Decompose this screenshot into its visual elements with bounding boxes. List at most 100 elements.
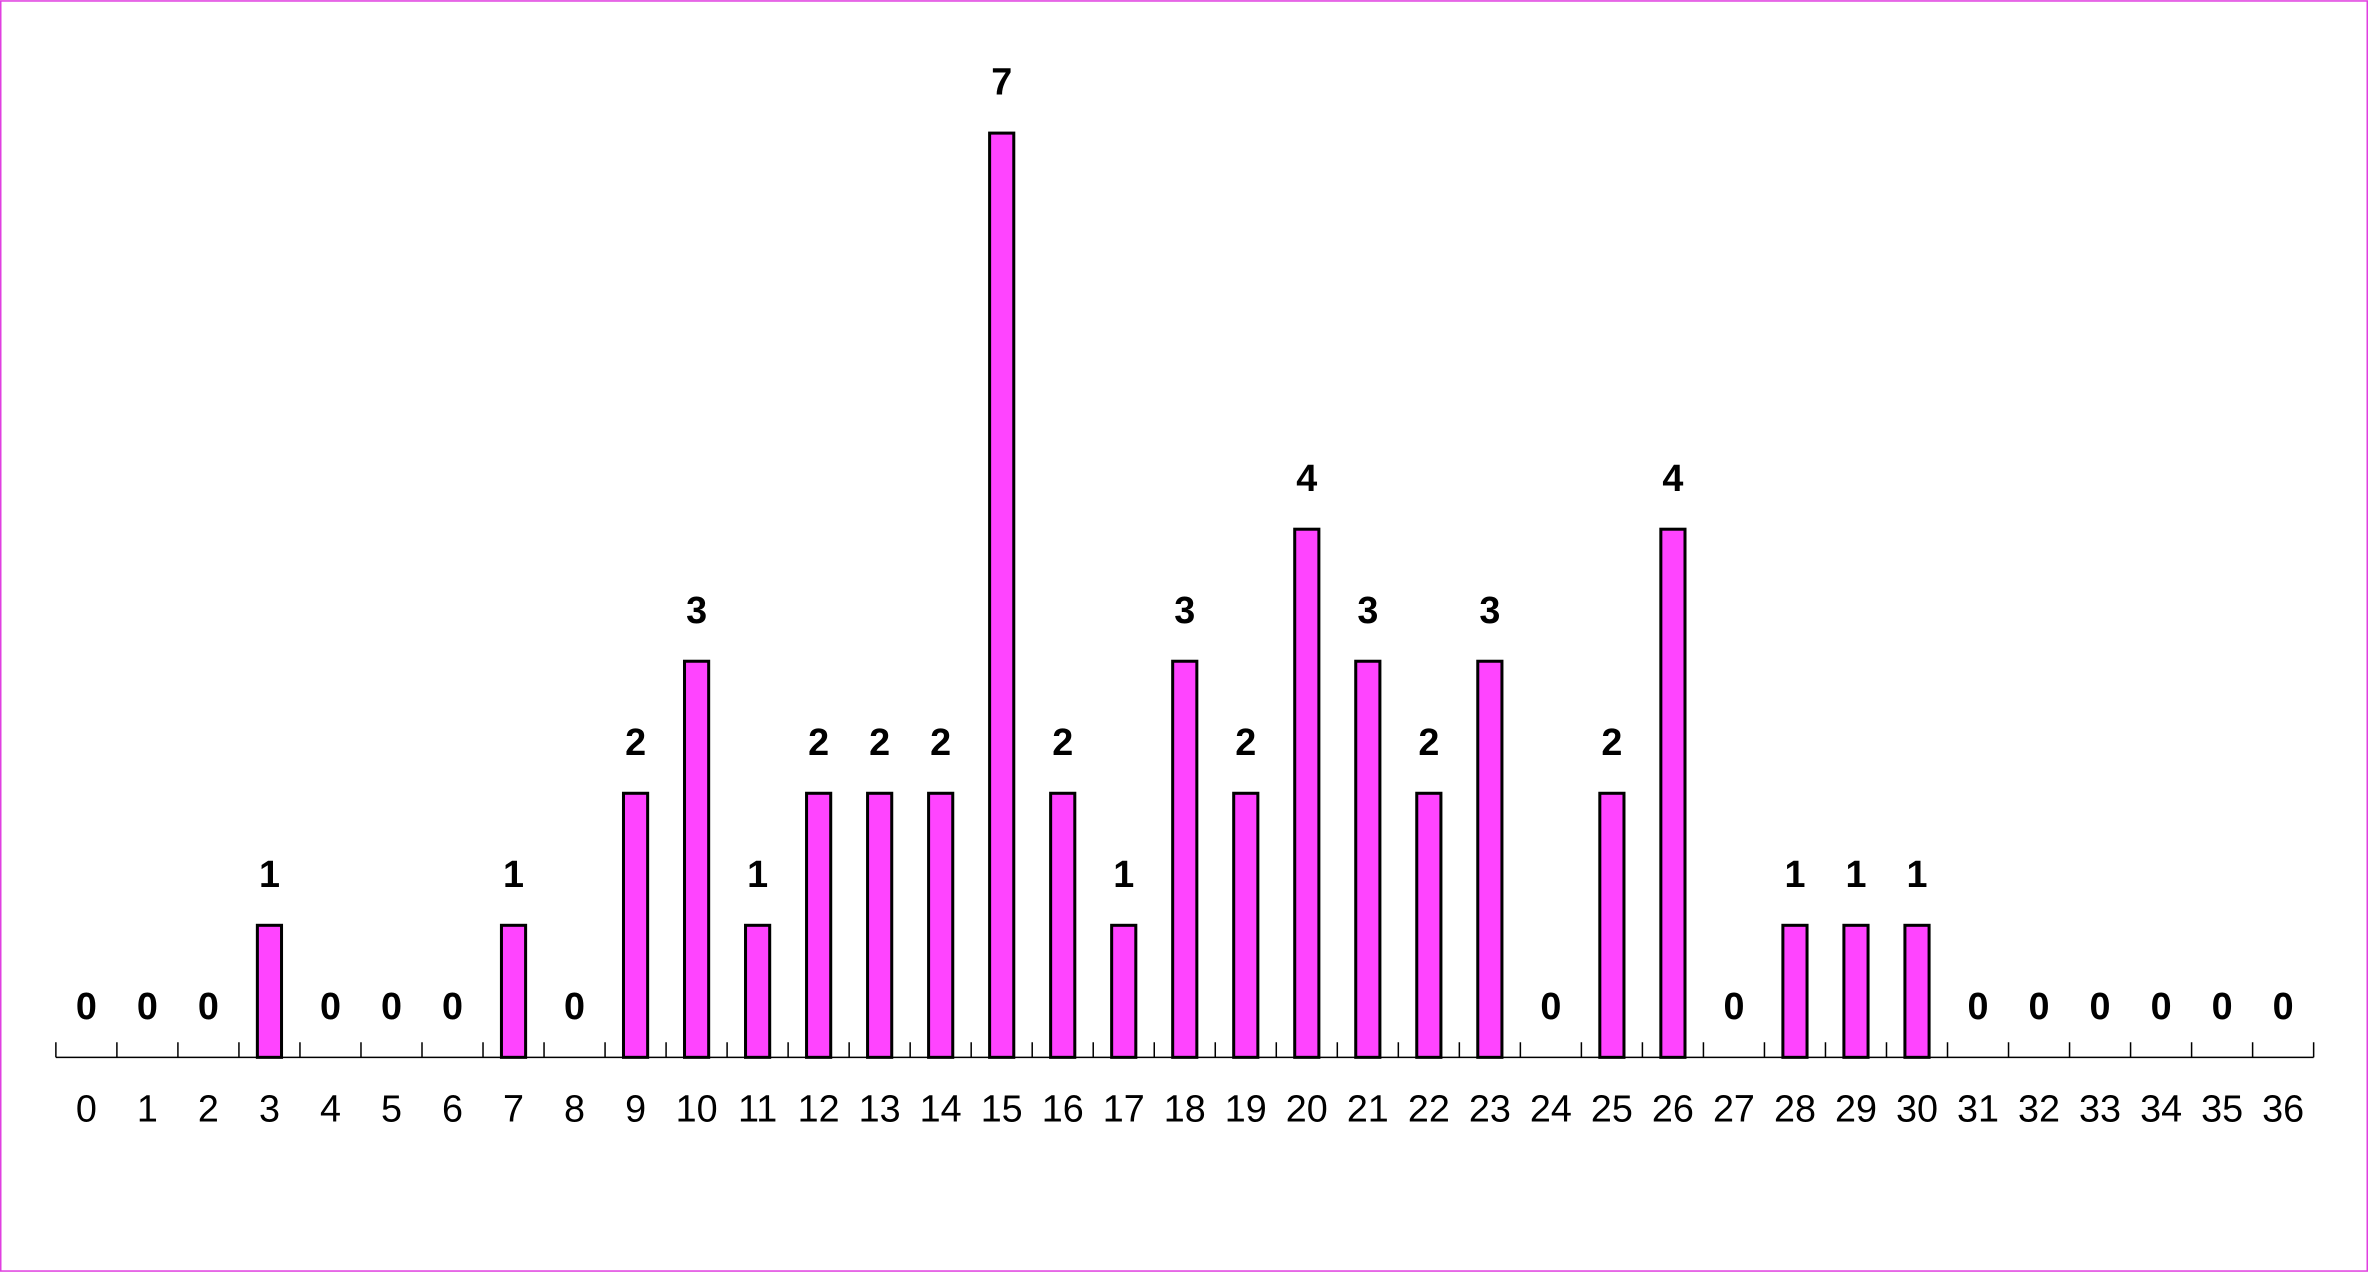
- value-label: 2: [1418, 721, 1439, 763]
- value-label: 0: [2273, 985, 2294, 1027]
- x-tick-label: 5: [381, 1088, 402, 1130]
- x-tick-label: 19: [1225, 1088, 1267, 1130]
- x-tick-label: 22: [1408, 1088, 1450, 1130]
- x-tick-label: 1: [137, 1088, 158, 1130]
- x-tick-label: 20: [1286, 1088, 1328, 1130]
- bar: [1903, 923, 1931, 1059]
- value-label: 2: [625, 721, 646, 763]
- x-tick-label: 15: [981, 1088, 1023, 1130]
- value-label: 0: [1723, 985, 1744, 1027]
- x-tick-label: 3: [259, 1088, 280, 1130]
- value-label: 0: [76, 985, 97, 1027]
- x-tick-label: 27: [1713, 1088, 1755, 1130]
- bar: [621, 791, 650, 1059]
- bar: [1232, 791, 1260, 1059]
- x-tick-label: 35: [2201, 1088, 2243, 1130]
- bar: [255, 923, 284, 1059]
- value-label: 2: [869, 721, 890, 763]
- x-tick-label: 30: [1896, 1088, 1938, 1130]
- x-tick-label: 24: [1530, 1088, 1572, 1130]
- bar: [1415, 791, 1443, 1059]
- value-label: 0: [1968, 985, 1989, 1027]
- bar: [1354, 659, 1382, 1059]
- bar: [1659, 527, 1687, 1059]
- bar: [1293, 527, 1321, 1059]
- value-label: 4: [1296, 457, 1317, 499]
- x-tick-label: 9: [625, 1088, 646, 1130]
- value-label: 1: [1845, 853, 1866, 895]
- bar: [1049, 791, 1077, 1059]
- x-tick-label: 34: [2140, 1088, 2182, 1130]
- value-label: 0: [1540, 985, 1561, 1027]
- x-tick-label: 31: [1957, 1088, 1999, 1130]
- value-label: 1: [1784, 853, 1805, 895]
- x-tick-label: 16: [1042, 1088, 1084, 1130]
- value-label: 0: [381, 985, 402, 1027]
- x-tick-label: 8: [564, 1088, 585, 1130]
- bar: [805, 791, 833, 1059]
- value-label: 0: [2212, 985, 2233, 1027]
- value-label: 1: [1907, 853, 1928, 895]
- x-tick-label: 11: [738, 1088, 777, 1130]
- value-label: 2: [1235, 721, 1256, 763]
- value-label: 0: [320, 985, 341, 1027]
- value-label: 0: [564, 985, 585, 1027]
- value-label: 3: [1174, 589, 1195, 631]
- value-label: 3: [1357, 589, 1378, 631]
- bar: [1598, 791, 1626, 1059]
- bar: [988, 131, 1016, 1059]
- value-label: 2: [808, 721, 829, 763]
- bar: [927, 791, 955, 1059]
- value-label: 0: [442, 985, 463, 1027]
- x-tick-label: 26: [1652, 1088, 1694, 1130]
- x-tick-label: 17: [1103, 1088, 1145, 1130]
- bar: [1110, 923, 1138, 1059]
- x-tick-label: 36: [2262, 1088, 2304, 1130]
- x-tick-label: 14: [920, 1088, 962, 1130]
- value-label: 0: [2151, 985, 2172, 1027]
- value-label: 2: [1601, 721, 1622, 763]
- value-label: 3: [686, 589, 707, 631]
- value-label: 3: [1479, 589, 1500, 631]
- bar: [682, 659, 711, 1059]
- value-label: 7: [991, 61, 1012, 103]
- value-label: 0: [2090, 985, 2111, 1027]
- value-label: 1: [259, 853, 280, 895]
- value-label: 1: [503, 853, 524, 895]
- bar: [744, 923, 772, 1059]
- x-tick-label: 7: [503, 1088, 524, 1130]
- x-tick-label: 10: [676, 1088, 718, 1130]
- value-label: 1: [747, 853, 768, 895]
- x-tick-label: 6: [442, 1088, 463, 1130]
- value-label: 0: [137, 985, 158, 1027]
- x-tick-label: 25: [1591, 1088, 1633, 1130]
- x-tick-label: 2: [198, 1088, 219, 1130]
- bar: [1476, 659, 1504, 1059]
- value-label: 0: [198, 985, 219, 1027]
- x-tick-label: 12: [798, 1088, 840, 1130]
- value-label: 2: [1052, 721, 1073, 763]
- x-tick-label: 0: [76, 1088, 97, 1130]
- plot: 0010203140506071809210311112213214215716…: [55, 61, 2315, 1130]
- bar: [1171, 659, 1199, 1059]
- bar: [499, 923, 528, 1059]
- x-tick-label: 29: [1835, 1088, 1877, 1130]
- bar: [866, 791, 894, 1059]
- x-tick-label: 33: [2079, 1088, 2121, 1130]
- x-tick-label: 28: [1774, 1088, 1816, 1130]
- x-tick-label: 13: [859, 1088, 901, 1130]
- x-tick-label: 23: [1469, 1088, 1511, 1130]
- bar: [1842, 923, 1870, 1059]
- x-tick-label: 18: [1164, 1088, 1206, 1130]
- x-tick-label: 32: [2018, 1088, 2060, 1130]
- value-label: 0: [2029, 985, 2050, 1027]
- bar: [1781, 923, 1809, 1059]
- value-label: 4: [1662, 457, 1683, 499]
- x-tick-label: 4: [320, 1088, 341, 1130]
- value-label: 1: [1113, 853, 1134, 895]
- x-tick-label: 21: [1347, 1088, 1389, 1130]
- value-label: 2: [930, 721, 951, 763]
